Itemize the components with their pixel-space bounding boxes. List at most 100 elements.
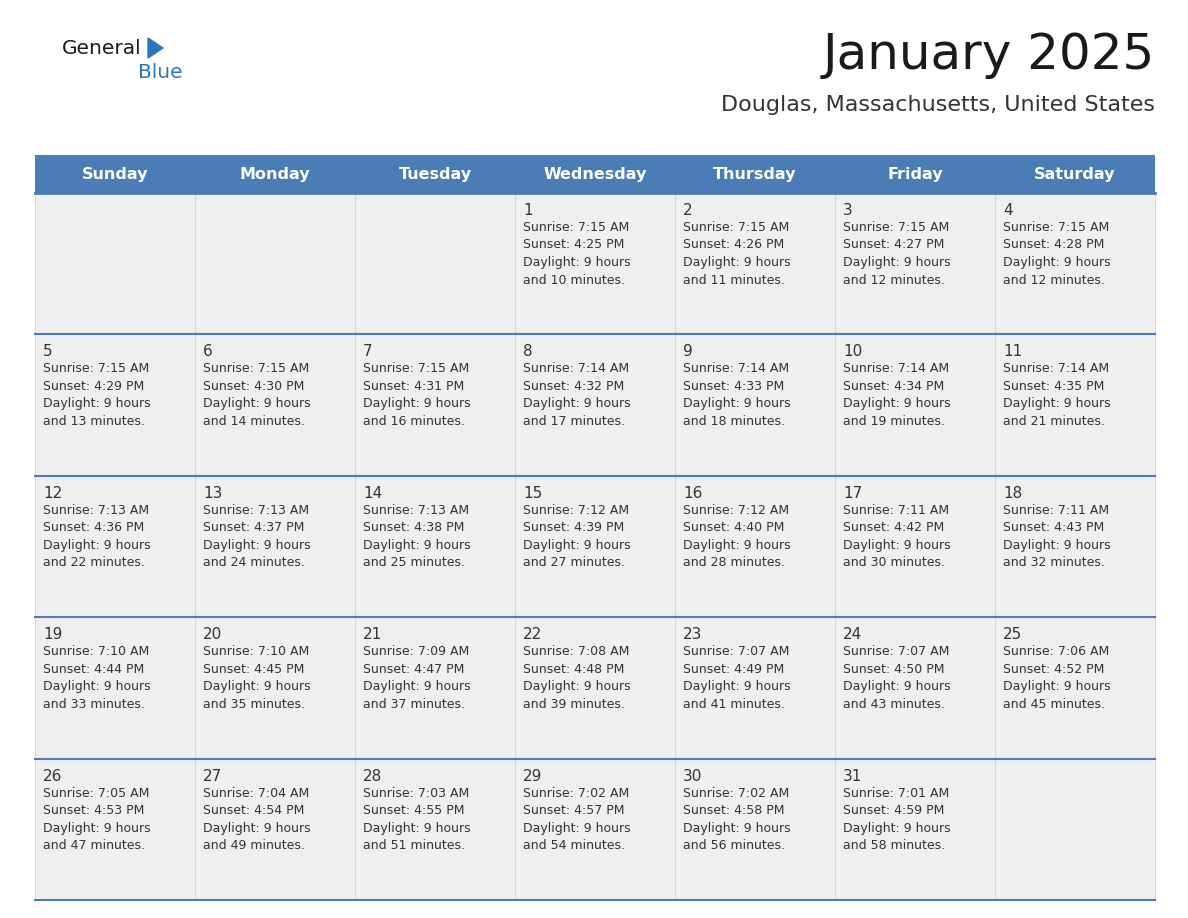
Text: Daylight: 9 hours: Daylight: 9 hours <box>364 397 470 410</box>
Text: 1: 1 <box>523 203 532 218</box>
Text: Sunrise: 7:14 AM: Sunrise: 7:14 AM <box>843 363 949 375</box>
Text: 8: 8 <box>523 344 532 360</box>
Text: Daylight: 9 hours: Daylight: 9 hours <box>683 256 791 269</box>
Text: Sunrise: 7:12 AM: Sunrise: 7:12 AM <box>683 504 789 517</box>
Text: General: General <box>62 39 141 58</box>
Text: and 49 minutes.: and 49 minutes. <box>203 839 305 852</box>
Bar <box>34 617 195 758</box>
Bar <box>355 193 516 334</box>
Bar <box>675 758 835 900</box>
Text: and 27 minutes.: and 27 minutes. <box>523 556 625 569</box>
Text: Sunrise: 7:02 AM: Sunrise: 7:02 AM <box>683 787 789 800</box>
Text: Daylight: 9 hours: Daylight: 9 hours <box>523 256 631 269</box>
Text: 20: 20 <box>203 627 222 643</box>
Text: Sunrise: 7:15 AM: Sunrise: 7:15 AM <box>43 363 150 375</box>
Text: and 56 minutes.: and 56 minutes. <box>683 839 785 852</box>
Text: Sunset: 4:49 PM: Sunset: 4:49 PM <box>683 663 784 676</box>
Text: and 37 minutes.: and 37 minutes. <box>364 698 465 711</box>
Text: Sunset: 4:32 PM: Sunset: 4:32 PM <box>523 380 624 393</box>
Bar <box>835 758 996 900</box>
Text: Daylight: 9 hours: Daylight: 9 hours <box>843 680 950 693</box>
Bar <box>835 476 996 617</box>
Text: Sunset: 4:26 PM: Sunset: 4:26 PM <box>683 239 784 252</box>
Text: Sunset: 4:28 PM: Sunset: 4:28 PM <box>1003 239 1105 252</box>
Text: 28: 28 <box>364 768 383 784</box>
Bar <box>996 758 1155 900</box>
Text: Friday: Friday <box>887 166 943 182</box>
Text: Sunrise: 7:15 AM: Sunrise: 7:15 AM <box>1003 221 1110 234</box>
Bar <box>516 758 675 900</box>
Text: and 39 minutes.: and 39 minutes. <box>523 698 625 711</box>
Bar <box>195 617 355 758</box>
Text: Sunset: 4:47 PM: Sunset: 4:47 PM <box>364 663 465 676</box>
Text: and 58 minutes.: and 58 minutes. <box>843 839 946 852</box>
Text: 14: 14 <box>364 486 383 501</box>
Text: Daylight: 9 hours: Daylight: 9 hours <box>1003 256 1111 269</box>
Text: 19: 19 <box>43 627 63 643</box>
Text: Sunrise: 7:08 AM: Sunrise: 7:08 AM <box>523 645 630 658</box>
Text: Daylight: 9 hours: Daylight: 9 hours <box>523 397 631 410</box>
Text: Sunrise: 7:06 AM: Sunrise: 7:06 AM <box>1003 645 1110 658</box>
Text: and 22 minutes.: and 22 minutes. <box>43 556 145 569</box>
Text: Sunrise: 7:13 AM: Sunrise: 7:13 AM <box>203 504 309 517</box>
Bar <box>195 334 355 476</box>
Text: Daylight: 9 hours: Daylight: 9 hours <box>843 397 950 410</box>
Bar <box>996 193 1155 334</box>
Text: Sunset: 4:38 PM: Sunset: 4:38 PM <box>364 521 465 534</box>
Bar <box>195 758 355 900</box>
Text: Sunrise: 7:15 AM: Sunrise: 7:15 AM <box>683 221 789 234</box>
Text: and 47 minutes.: and 47 minutes. <box>43 839 145 852</box>
Text: 30: 30 <box>683 768 702 784</box>
Text: and 10 minutes.: and 10 minutes. <box>523 274 625 286</box>
Text: Sunset: 4:36 PM: Sunset: 4:36 PM <box>43 521 144 534</box>
Text: Daylight: 9 hours: Daylight: 9 hours <box>43 822 151 834</box>
Text: Daylight: 9 hours: Daylight: 9 hours <box>203 822 310 834</box>
Text: Sunset: 4:27 PM: Sunset: 4:27 PM <box>843 239 944 252</box>
Text: Sunset: 4:48 PM: Sunset: 4:48 PM <box>523 663 625 676</box>
Text: Sunrise: 7:09 AM: Sunrise: 7:09 AM <box>364 645 469 658</box>
Text: Sunset: 4:31 PM: Sunset: 4:31 PM <box>364 380 465 393</box>
Text: Sunrise: 7:10 AM: Sunrise: 7:10 AM <box>203 645 309 658</box>
Bar <box>835 334 996 476</box>
Text: Sunset: 4:33 PM: Sunset: 4:33 PM <box>683 380 784 393</box>
Text: 16: 16 <box>683 486 702 501</box>
Text: 4: 4 <box>1003 203 1012 218</box>
Text: and 13 minutes.: and 13 minutes. <box>43 415 145 428</box>
Text: Sunset: 4:55 PM: Sunset: 4:55 PM <box>364 804 465 817</box>
Text: and 35 minutes.: and 35 minutes. <box>203 698 305 711</box>
Bar <box>516 476 675 617</box>
Text: Daylight: 9 hours: Daylight: 9 hours <box>523 822 631 834</box>
Text: 23: 23 <box>683 627 702 643</box>
Text: Sunrise: 7:15 AM: Sunrise: 7:15 AM <box>843 221 949 234</box>
Text: and 45 minutes.: and 45 minutes. <box>1003 698 1105 711</box>
Text: Daylight: 9 hours: Daylight: 9 hours <box>843 256 950 269</box>
Bar <box>835 193 996 334</box>
Text: Daylight: 9 hours: Daylight: 9 hours <box>43 397 151 410</box>
Text: Daylight: 9 hours: Daylight: 9 hours <box>683 680 791 693</box>
Text: Sunset: 4:58 PM: Sunset: 4:58 PM <box>683 804 784 817</box>
Text: and 21 minutes.: and 21 minutes. <box>1003 415 1105 428</box>
Text: Sunrise: 7:14 AM: Sunrise: 7:14 AM <box>683 363 789 375</box>
Text: Sunday: Sunday <box>82 166 148 182</box>
Text: 13: 13 <box>203 486 222 501</box>
Bar <box>355 617 516 758</box>
Text: Monday: Monday <box>240 166 310 182</box>
Text: and 33 minutes.: and 33 minutes. <box>43 698 145 711</box>
Text: Sunset: 4:34 PM: Sunset: 4:34 PM <box>843 380 944 393</box>
Text: and 28 minutes.: and 28 minutes. <box>683 556 785 569</box>
Text: Daylight: 9 hours: Daylight: 9 hours <box>683 539 791 552</box>
Text: Sunrise: 7:03 AM: Sunrise: 7:03 AM <box>364 787 469 800</box>
Text: Daylight: 9 hours: Daylight: 9 hours <box>364 680 470 693</box>
Text: Sunrise: 7:10 AM: Sunrise: 7:10 AM <box>43 645 150 658</box>
Text: Daylight: 9 hours: Daylight: 9 hours <box>203 680 310 693</box>
Text: 2: 2 <box>683 203 693 218</box>
Text: 3: 3 <box>843 203 853 218</box>
Text: 6: 6 <box>203 344 213 360</box>
Text: and 12 minutes.: and 12 minutes. <box>1003 274 1105 286</box>
Text: and 32 minutes.: and 32 minutes. <box>1003 556 1105 569</box>
Text: Sunrise: 7:05 AM: Sunrise: 7:05 AM <box>43 787 150 800</box>
Text: Blue: Blue <box>138 62 183 82</box>
Text: and 25 minutes.: and 25 minutes. <box>364 556 465 569</box>
Text: Daylight: 9 hours: Daylight: 9 hours <box>1003 680 1111 693</box>
Text: 17: 17 <box>843 486 862 501</box>
